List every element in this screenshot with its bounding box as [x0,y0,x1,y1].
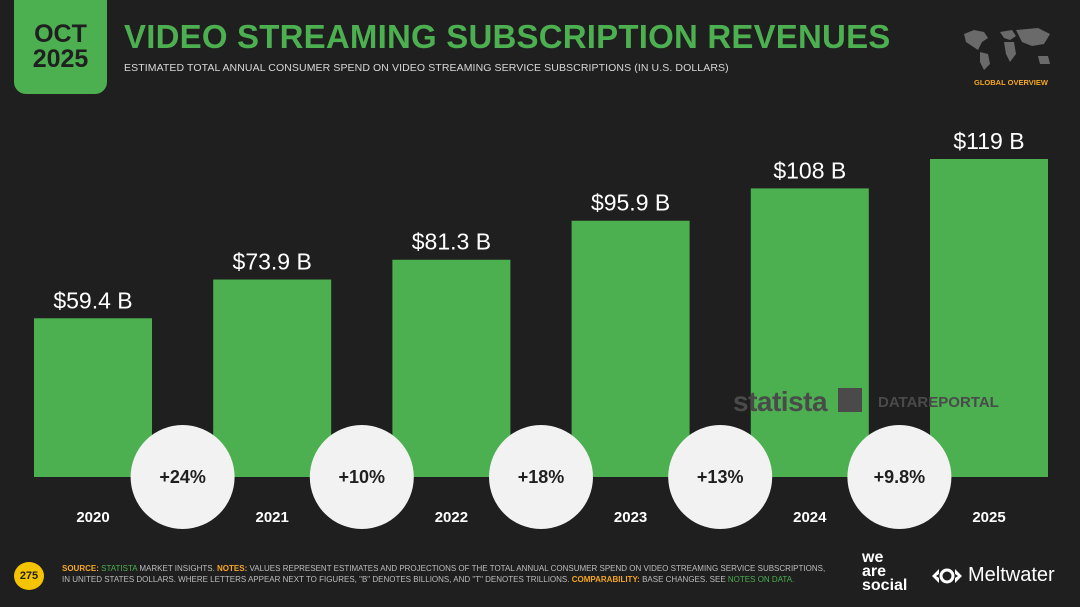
growth-label: +13% [697,467,744,487]
growth-bubble [130,425,235,529]
meltwater-icon [932,568,962,583]
world-map-icon [964,28,1050,70]
growth-label: +24% [159,467,206,487]
logo-are: are [862,563,887,580]
meltwater-logo: Meltwater [930,564,1055,587]
bar-value-label: $81.3 B [412,229,491,255]
page-title: VIDEO STREAMING SUBSCRIPTION REVENUES [124,18,891,55]
meltwater-wordmark: Meltwater [968,564,1055,586]
logo-social: social [862,577,908,594]
category-label: 2022 [435,509,468,526]
footer-notes: SOURCE: STATISTA MARKET INSIGHTS. NOTES:… [62,563,832,585]
comparability-text: BASE CHANGES. SEE [642,575,726,584]
category-label: 2023 [614,509,647,526]
growth-bubble [847,425,952,529]
badge-year: 2025 [32,45,89,73]
growth-label: +10% [339,467,386,487]
growth-label: +9.8% [874,467,926,487]
bar-value-label: $59.4 B [53,287,132,313]
bar [34,318,152,477]
notes-on-data-link[interactable]: NOTES ON DATA. [727,575,795,584]
source-label: SOURCE: [62,564,99,573]
bar [750,188,869,477]
bar [392,259,511,477]
growth-bubble [668,425,773,529]
statista-logo-icon [838,388,862,412]
bar-value-label: $108 B [773,157,846,183]
growth-bubble [309,425,414,529]
source-link[interactable]: STATISTA [101,564,138,573]
bar-value-label: $95.9 B [591,190,670,216]
notes-text: VALUES REPRESENT ESTIMATES AND PROJECTIO… [62,564,826,584]
category-label: 2020 [76,509,109,526]
comparability-label: COMPARABILITY: [571,575,640,584]
growth-label: +18% [518,467,565,487]
we-are-social-logo: we are social [862,549,922,594]
bar-value-label: $119 B [953,128,1024,154]
logo-we: we [862,549,884,566]
badge-month: OCT [34,20,87,48]
bar [571,220,690,477]
category-label: 2025 [972,509,1005,526]
source-text: MARKET INSIGHTS. [139,564,215,573]
section-label: GLOBAL OVERVIEW [974,78,1048,87]
category-label: 2021 [256,509,289,526]
notes-label: NOTES: [217,564,248,573]
bar [213,279,332,477]
datareportal-watermark: DATAREPORTAL [878,394,999,411]
date-badge: OCT 2025 [14,0,107,94]
category-label: 2024 [793,509,827,526]
growth-bubble [489,425,593,529]
page-number: 275 [14,562,44,590]
bar-value-label: $73.9 B [233,249,312,275]
bar [930,159,1048,477]
statista-watermark: statista [733,386,828,417]
page-subtitle: ESTIMATED TOTAL ANNUAL CONSUMER SPEND ON… [124,62,729,74]
